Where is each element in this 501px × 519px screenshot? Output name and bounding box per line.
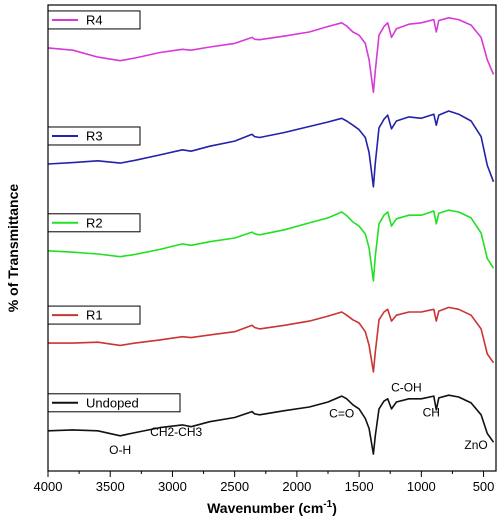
series-line-r1 [48, 306, 495, 373]
annotation-zno: ZnO [464, 438, 487, 452]
legend-label-r2: R2 [86, 215, 103, 230]
y-axis-title: % of Transmittance [5, 184, 21, 313]
legend-entry-undoped: Undoped [47, 393, 181, 413]
legend-entry-r3: R3 [47, 126, 141, 146]
series-line-r3 [47, 110, 495, 188]
series-line-r2 [47, 209, 495, 282]
x-axis: 4000 3500 3000 2500 2000 1500 1000 500 [34, 471, 495, 494]
series-layer [47, 17, 495, 455]
legend-label-r4: R4 [86, 12, 103, 27]
x-tick-label-3000: 3000 [158, 479, 187, 494]
x-tick-label-3500: 3500 [96, 479, 125, 494]
x-tick-label-1500: 1500 [345, 479, 374, 494]
series-line-undoped [47, 394, 495, 455]
legend-entry-r4: R4 [47, 10, 141, 30]
x-tick-label-500: 500 [473, 479, 495, 494]
annotation-o-h: O-H [109, 443, 131, 457]
annotation-c-o: C=O [329, 407, 354, 421]
x-axis-title-superscript: -1 [323, 499, 332, 510]
x-axis-title-suffix: ) [332, 500, 337, 516]
annotation-ch2-ch3: CH2-CH3 [150, 425, 202, 439]
legend-entry-r1: R1 [47, 305, 141, 325]
legend-layer: R4 R3 R2 R1 Undoped [47, 10, 181, 413]
x-axis-title: Wavenumber (cm-1) [207, 499, 337, 516]
x-tick-label-2000: 2000 [282, 479, 311, 494]
legend-entry-r2: R2 [47, 213, 141, 233]
x-tick-label-2500: 2500 [220, 479, 249, 494]
plot-frame [47, 4, 497, 472]
legend-label-undoped: Undoped [86, 395, 139, 410]
legend-label-r3: R3 [86, 128, 103, 143]
annotation-c-oh: C-OH [391, 381, 422, 395]
annotation-ch: CH [423, 406, 440, 420]
x-tick-label-1000: 1000 [407, 479, 436, 494]
series-line-r4 [47, 17, 495, 94]
x-tick-label-4000: 4000 [34, 479, 63, 494]
legend-label-r1: R1 [86, 308, 103, 323]
